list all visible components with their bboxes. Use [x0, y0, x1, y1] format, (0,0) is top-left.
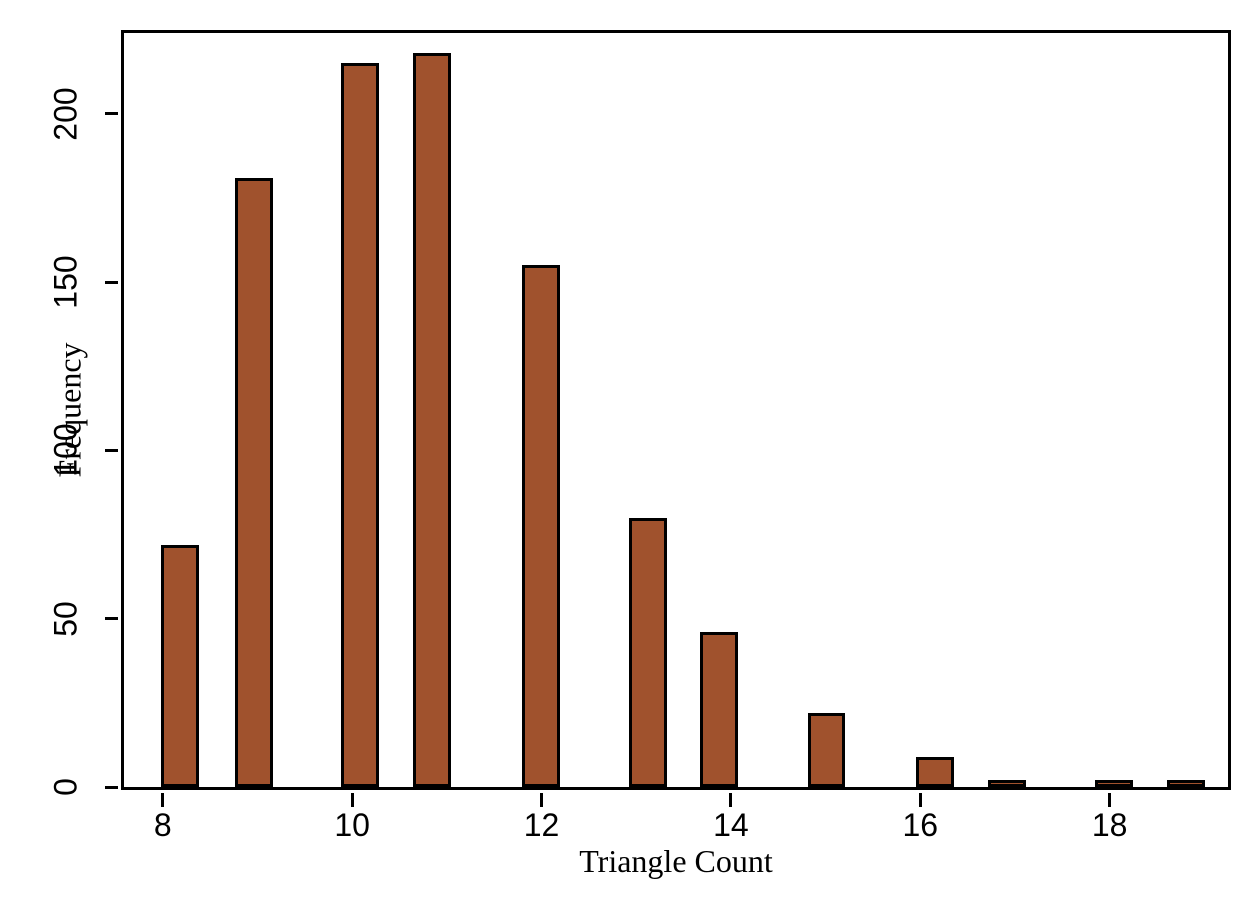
plot-area: 0 50 100 150 200 8 10 12 14 16 18: [48, 30, 1231, 843]
y-tick-0: [105, 785, 118, 789]
y-tick-label-200: 200: [47, 87, 84, 141]
y-tick-label-100: 100: [47, 423, 84, 478]
x-tick-label-18: 18: [1091, 807, 1128, 843]
x-tick-label-12: 12: [523, 807, 560, 843]
bar-x10: [340, 63, 379, 787]
y-tick-100: [105, 448, 118, 452]
y-tick-label-150: 150: [47, 255, 84, 309]
bar-x11: [412, 53, 451, 787]
x-tick-18: [1108, 793, 1112, 807]
bar-x18: [1095, 780, 1134, 787]
x-tick-label-16: 16: [902, 807, 939, 843]
plot-inner: 0 50 100 150 200 8 10 12 14 16 18: [48, 33, 1228, 843]
bar-x13: [628, 517, 667, 787]
bar-x17: [988, 780, 1027, 787]
bar-x14: [699, 632, 738, 787]
x-tick-14: [729, 793, 733, 807]
bar-x8: [160, 544, 199, 787]
x-tick-16: [918, 793, 922, 807]
bar-x12: [521, 265, 560, 787]
y-tick-label-50: 50: [47, 600, 84, 637]
x-tick-label-14: 14: [713, 807, 749, 843]
bar-x15: [807, 712, 846, 787]
bar-x9: [234, 177, 273, 787]
x-axis-title: Triangle Count: [579, 843, 773, 879]
x-tick-8: [161, 793, 165, 807]
bar-x16: [916, 756, 955, 787]
y-tick-200: [105, 112, 118, 116]
x-tick-label-10: 10: [334, 807, 370, 843]
y-tick-label-0: 0: [47, 778, 84, 796]
y-tick-150: [105, 280, 118, 284]
bar-x19: [1167, 780, 1206, 787]
x-tick-label-8: 8: [153, 807, 172, 843]
x-tick-10: [350, 793, 354, 807]
y-tick-50: [105, 617, 118, 621]
x-tick-12: [540, 793, 544, 807]
